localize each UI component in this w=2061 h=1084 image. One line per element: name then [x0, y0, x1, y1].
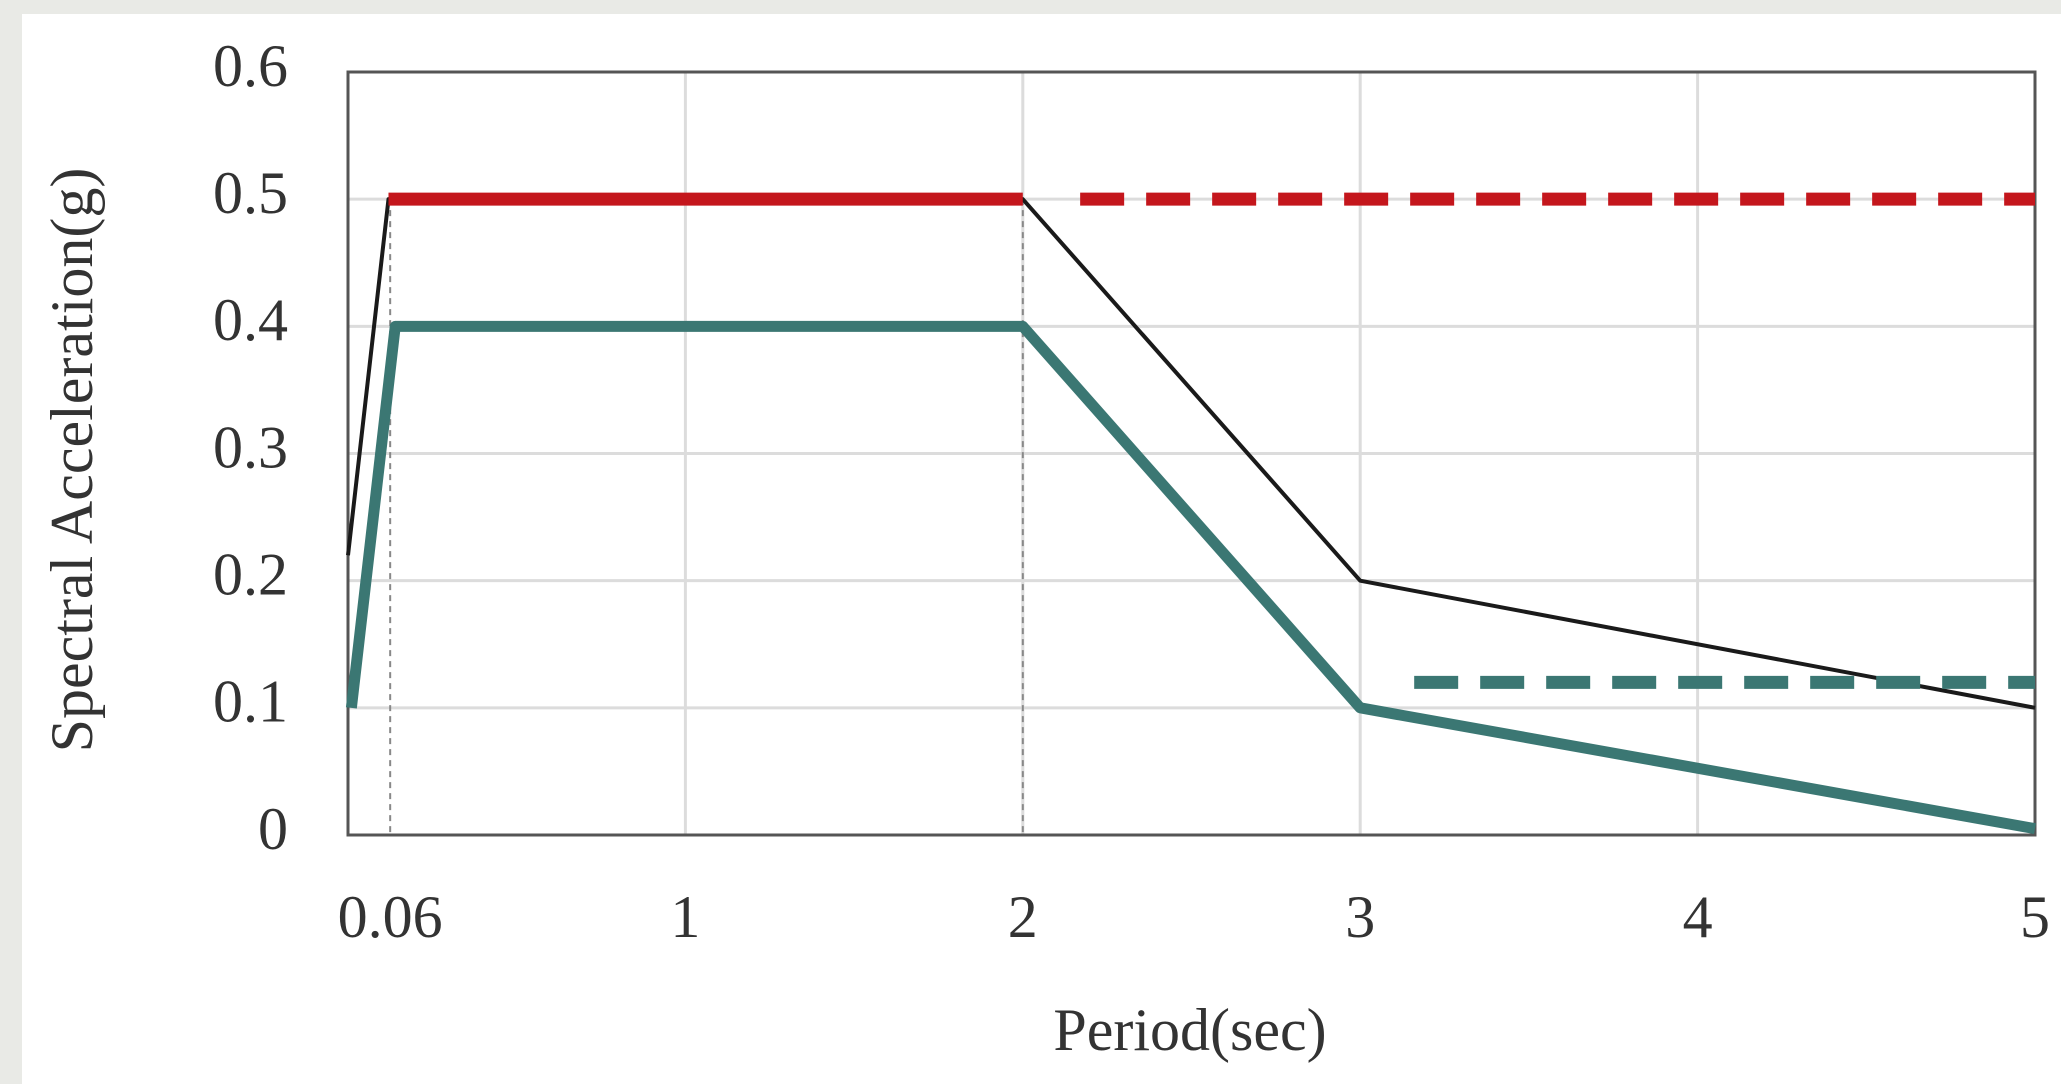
x-axis-title: Period(sec)	[1053, 997, 1326, 1063]
x-tick-label: 4	[1683, 884, 1713, 950]
y-tick-label: 0.4	[213, 287, 288, 353]
y-tick-label: 0.6	[213, 33, 288, 99]
y-tick-label: 0.3	[213, 414, 288, 480]
plot-frame	[346, 70, 2037, 837]
chart-background	[22, 14, 2061, 1084]
y-axis-title: Spectral Acceleration(g)	[39, 168, 105, 753]
y-tick-label: 0.5	[213, 160, 288, 226]
series-line	[345, 320, 2036, 835]
x-tick-label: 1	[670, 884, 700, 950]
y-tick-label: 0.2	[213, 541, 288, 607]
x-tick-label: 5	[2020, 884, 2050, 950]
x-tick-label: 2	[1008, 884, 1038, 950]
y-tick-label: 0.1	[213, 669, 288, 735]
x-tick-label: 0.06	[338, 884, 443, 950]
x-tick-label: 3	[1345, 884, 1375, 950]
y-tick-label: 0	[258, 796, 288, 862]
